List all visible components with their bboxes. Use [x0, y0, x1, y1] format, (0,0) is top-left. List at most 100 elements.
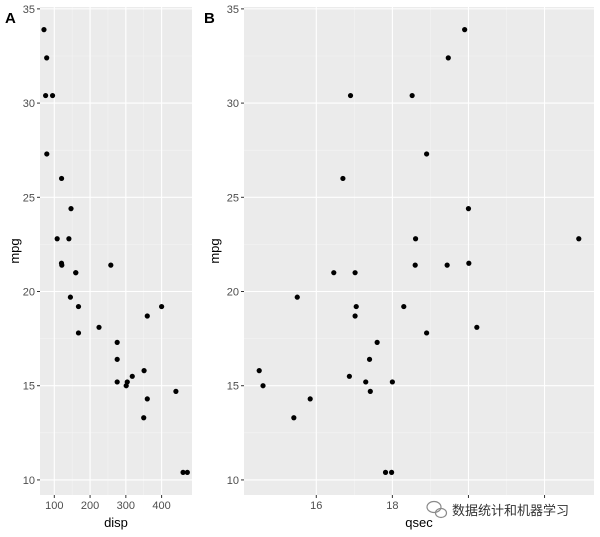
panel-b-data-point [367, 388, 373, 394]
panel-b-data-point [382, 469, 389, 475]
panel-b-y-tick-label: 15 [227, 381, 239, 393]
panel-a-data-point [141, 368, 147, 374]
panel-b-data-point [294, 294, 300, 300]
panel-a-data-point [67, 294, 73, 300]
panel-a-x-tick-label: 200 [81, 500, 99, 512]
panel-a-data-point [59, 262, 65, 268]
panel-a-background [40, 7, 192, 495]
panel-a-data-point [123, 383, 129, 389]
panel-b-data-point [462, 27, 468, 33]
watermark-text: 数据统计和机器学习 [452, 503, 569, 519]
panel-a-data-point [44, 151, 50, 157]
panel-a-y-tick-label: 25 [23, 192, 35, 204]
panel-b-y-tick-label: 30 [227, 98, 239, 110]
panel-b-x-tick-label: 18 [386, 500, 398, 512]
panel-b-y-tick-label: 20 [227, 287, 239, 299]
panel-b-data-point [331, 270, 337, 276]
panel-b-y-axis-title: mpg [207, 238, 222, 263]
panel-b-y-tick-label: 25 [227, 192, 239, 204]
panel-a-data-point [73, 270, 79, 276]
panel-b-data-point [340, 175, 346, 182]
panel-a-data-point [108, 262, 114, 268]
panel-b-data-point [353, 303, 359, 310]
panel-b-data-point [401, 303, 407, 310]
panel-a-data-point [43, 92, 49, 99]
panel-a-data-point [114, 339, 120, 345]
panel-a-ticks [37, 8, 163, 498]
panel-b-x-axis-title: qsec [405, 515, 433, 530]
wechat-icon [426, 500, 448, 519]
panel-b-y-tick-label: 10 [227, 475, 239, 487]
panel-a-y-tick-label: 35 [23, 4, 35, 16]
panel-a-data-point [129, 373, 135, 379]
panel-b-data-point [412, 262, 418, 268]
panel-b-data-point [352, 313, 358, 319]
panel-b-data-point [474, 324, 480, 330]
panel-b-data-point [466, 260, 472, 266]
panel-a-x-axis-title: disp [104, 515, 128, 530]
panel-b-data-point [389, 469, 395, 475]
panel-b-points [256, 27, 582, 475]
panel-a: 100 200 300 400 10 15 20 25 30 35 A disp mpg [5, 4, 192, 530]
panel-a-data-point [141, 415, 147, 421]
panel-a-data-point [44, 55, 50, 61]
panel-a-y-tick-label: 30 [23, 98, 35, 110]
panel-a-x-tick-label: 400 [152, 500, 170, 512]
panel-a-tick-labels: 100 200 300 400 10 15 20 25 30 35 [23, 4, 171, 512]
watermark: 数据统计和机器学习 [426, 500, 569, 519]
panel-a-tag: A [5, 10, 16, 27]
panel-a-data-point [173, 388, 179, 394]
panel-a-data-point [144, 313, 150, 319]
panel-b-tag: B [204, 10, 215, 27]
panel-b-ticks [241, 8, 546, 498]
panel-a-data-point [184, 469, 190, 475]
panel-b-data-point [424, 151, 430, 157]
panel-b-data-point [412, 236, 419, 242]
panel-a-data-point [114, 356, 120, 362]
panel-b: 16 18 10 15 20 25 30 35 B qsec mpg [204, 4, 594, 530]
panel-a-data-point [75, 330, 82, 336]
panel-a-y-tick-label: 15 [23, 381, 35, 393]
panel-a-y-tick-label: 20 [23, 287, 35, 299]
panel-a-data-point [144, 396, 150, 402]
panel-a-points [41, 27, 190, 475]
panel-b-data-point [389, 379, 395, 385]
panel-a-data-point [96, 324, 102, 330]
panel-b-data-point [465, 206, 472, 212]
panel-a-data-point [68, 206, 74, 212]
panel-a-data-point [54, 236, 60, 242]
panel-a-data-point [58, 175, 65, 182]
panel-b-data-point [291, 415, 297, 421]
panel-b-data-point [256, 368, 262, 374]
panel-b-data-point [363, 379, 369, 385]
panel-b-data-point [260, 383, 266, 389]
panel-a-x-tick-label: 100 [45, 500, 63, 512]
panel-b-data-point [346, 373, 352, 379]
panel-b-data-point [424, 330, 430, 336]
panel-a-x-tick-label: 300 [117, 500, 135, 512]
panel-b-tick-labels: 16 18 10 15 20 25 30 35 [227, 4, 399, 512]
panel-a-data-point [49, 92, 56, 99]
panel-b-grid [244, 7, 594, 495]
panel-b-data-point [374, 339, 380, 345]
panel-a-grid [40, 7, 192, 495]
panel-b-background [244, 7, 594, 495]
panel-b-data-point [444, 262, 450, 268]
panel-b-data-point [352, 270, 358, 276]
panel-a-data-point [75, 303, 82, 310]
panel-b-data-point [366, 356, 373, 362]
panel-b-data-point [445, 55, 451, 61]
panel-a-data-point [114, 379, 120, 385]
panel-a-y-axis-title: mpg [7, 238, 22, 263]
panel-a-data-point [159, 303, 165, 310]
panel-a-data-point [41, 27, 47, 33]
panel-a-data-point [180, 469, 186, 475]
panel-b-data-point [347, 92, 354, 99]
panel-b-y-tick-label: 35 [227, 4, 239, 16]
panel-b-x-tick-label: 16 [310, 500, 322, 512]
panel-b-data-point [409, 92, 415, 99]
panel-b-data-point [307, 396, 313, 402]
panel-a-data-point [66, 236, 72, 242]
panel-b-data-point [576, 236, 582, 242]
panel-a-y-tick-label: 10 [23, 475, 35, 487]
